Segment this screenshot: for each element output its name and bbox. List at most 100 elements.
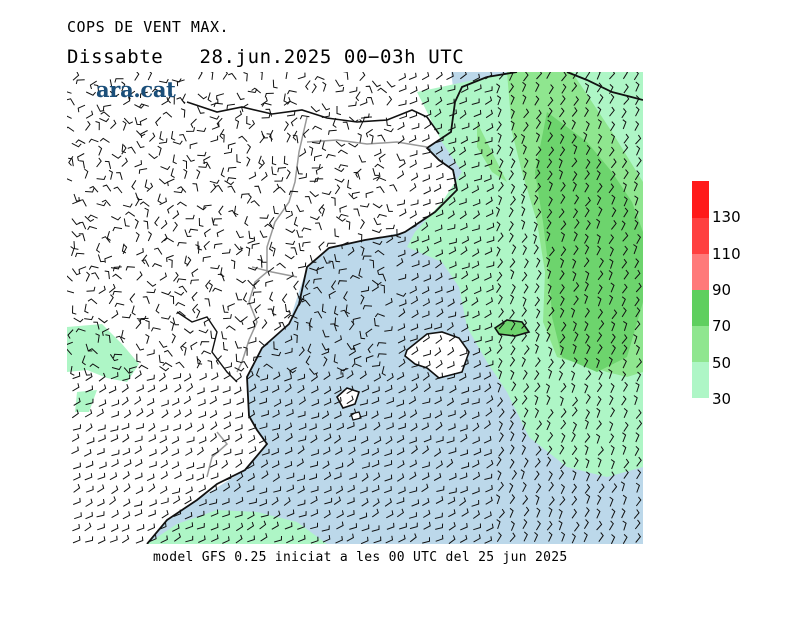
wind-barb [271,166,277,176]
wind-barb [109,79,116,88]
wind-barb [422,260,430,268]
wind-barb [123,409,132,419]
wind-barb [222,72,229,80]
wind-barb [585,333,590,344]
wind-barb [571,483,578,494]
wind-barb [337,280,347,285]
wind-barb [122,447,131,456]
wind-barb [97,484,105,493]
wind-barb [621,158,628,168]
wind-barb [75,139,86,144]
wind-barb [561,432,566,443]
wind-barb [596,332,603,342]
wind-barb [287,314,298,319]
wind-barb [174,291,185,296]
wind-barb [421,84,430,92]
wind-barb [447,298,455,307]
wind-barb [585,220,591,230]
wind-barb [323,509,331,519]
wind-barb [111,449,120,457]
wind-barb [448,535,456,544]
wind-barb [534,394,539,405]
wind-barb [510,269,515,280]
wind-barb [301,299,311,307]
wind-barb [485,360,494,368]
wind-barb [152,262,162,268]
wind-barb [247,434,256,443]
wind-barb [228,72,237,80]
wind-barb [260,171,268,181]
wind-barb [446,72,454,81]
wind-barb [534,458,541,468]
wind-barb [536,72,543,80]
wind-barb [372,386,380,394]
wind-barb [160,425,169,432]
wind-barb [84,522,92,532]
wind-barb [411,309,419,319]
wind-barb [328,290,336,299]
wind-barb [149,534,157,543]
wind-barb [371,447,380,456]
wind-barb [359,330,366,340]
wind-barb [158,340,168,348]
wind-barb [293,333,298,344]
wind-barb [460,285,468,294]
wind-barb [211,447,219,456]
wind-barb [485,209,494,218]
wind-barb [328,129,337,135]
wind-barb [315,222,322,231]
wind-barb [299,114,310,120]
wind-barb [496,271,503,282]
wind-barb [269,241,274,252]
wind-barb [221,434,230,443]
wind-barb [273,322,282,331]
wind-barb [135,192,143,201]
wind-barb [293,280,299,291]
wind-barb [359,399,368,406]
wind-barb [108,294,114,305]
wind-barb [446,322,454,331]
wind-barb [409,159,417,168]
wind-barb [511,283,516,294]
wind-barb [521,219,526,230]
wind-barb [534,470,540,481]
wind-barb [139,317,149,323]
wind-barb [571,445,578,456]
wind-barb [93,84,100,93]
wind-barb [398,84,407,92]
wind-barb [546,208,553,219]
wind-barb [146,288,156,294]
wind-barb [411,236,419,244]
wind-barb [216,229,225,238]
wind-barb [358,268,363,278]
wind-barb [346,395,354,405]
wind-barb [159,384,168,393]
wind-barb [160,535,168,544]
wind-barb [497,382,502,393]
wind-barb [560,193,566,204]
wind-barb [635,95,640,106]
wind-barb [196,358,202,369]
wind-barb [534,432,540,443]
wind-barb [227,142,236,150]
wind-barb [460,433,468,443]
wind-barb [449,109,457,117]
wind-barb [85,91,96,96]
wind-barb [585,471,591,482]
wind-barb [196,522,205,530]
wind-barb [396,434,405,443]
wind-barb [337,149,348,155]
wind-barb [234,511,243,518]
wind-barb [495,206,501,217]
wind-barb [89,363,100,369]
wind-barb [346,385,354,395]
wind-barb [623,320,628,331]
wind-barb [597,119,602,130]
wind-barb [122,244,128,255]
wind-barb [535,446,542,456]
wind-barb [131,180,137,190]
wind-barb [548,471,553,482]
wind-barb [384,498,392,507]
wind-barb [362,116,372,122]
legend-swatch-30 [692,362,709,398]
